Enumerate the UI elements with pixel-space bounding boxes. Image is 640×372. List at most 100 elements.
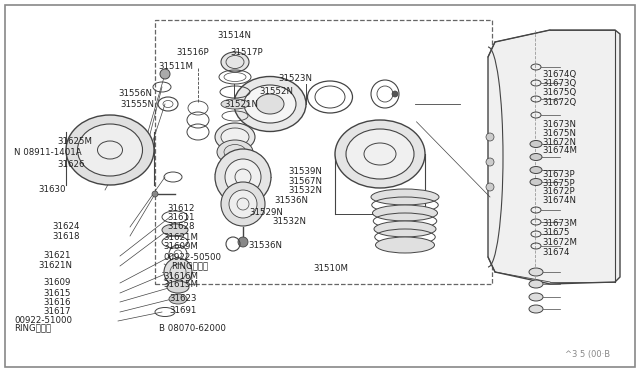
Ellipse shape [234, 77, 306, 131]
Text: 00922-50500: 00922-50500 [163, 253, 221, 262]
Ellipse shape [372, 205, 438, 221]
Text: 31617: 31617 [44, 307, 71, 316]
Ellipse shape [346, 129, 414, 179]
Text: 31675: 31675 [543, 228, 570, 237]
Ellipse shape [221, 52, 249, 72]
Text: 31672N: 31672N [543, 138, 577, 147]
Ellipse shape [371, 189, 439, 205]
Ellipse shape [530, 141, 542, 148]
Text: 31625M: 31625M [58, 137, 93, 146]
Text: 31672P: 31672P [543, 187, 575, 196]
Text: ^3 5 (00·B: ^3 5 (00·B [565, 350, 610, 359]
Text: 31521N: 31521N [224, 100, 258, 109]
Ellipse shape [529, 305, 543, 313]
Text: 31609: 31609 [44, 278, 71, 287]
Ellipse shape [256, 94, 284, 114]
Text: 31621M: 31621M [163, 233, 198, 242]
Ellipse shape [529, 268, 543, 276]
Text: 31673Q: 31673Q [543, 79, 577, 88]
Text: 31628: 31628 [168, 222, 195, 231]
Ellipse shape [376, 237, 435, 253]
Text: 31510M: 31510M [314, 264, 349, 273]
Text: 31623: 31623 [170, 294, 197, 303]
Circle shape [152, 191, 158, 197]
Text: 31556N: 31556N [118, 89, 152, 98]
Text: 31674Q: 31674Q [543, 70, 577, 79]
Text: 31514N: 31514N [218, 31, 252, 40]
Text: 31621N: 31621N [38, 262, 72, 270]
Bar [155, 20, 492, 284]
Circle shape [229, 190, 257, 218]
Circle shape [486, 158, 494, 166]
Text: 31615M: 31615M [163, 280, 198, 289]
Text: 31552N: 31552N [259, 87, 293, 96]
Text: 31674: 31674 [543, 248, 570, 257]
Text: 31672Q: 31672Q [543, 98, 577, 107]
Text: 31675P: 31675P [543, 179, 575, 187]
Circle shape [486, 183, 494, 191]
Circle shape [225, 159, 261, 195]
Text: 31516P: 31516P [176, 48, 209, 57]
Text: 31536N: 31536N [274, 196, 308, 205]
Text: 31672M: 31672M [543, 238, 578, 247]
Text: 31615: 31615 [44, 289, 71, 298]
Ellipse shape [530, 167, 542, 173]
Text: 31674M: 31674M [543, 146, 578, 155]
Ellipse shape [169, 294, 187, 304]
Text: 31612: 31612 [168, 204, 195, 213]
Circle shape [164, 258, 192, 286]
Ellipse shape [335, 120, 425, 188]
Text: 31675Q: 31675Q [543, 89, 577, 97]
Text: 31523N: 31523N [278, 74, 312, 83]
Ellipse shape [215, 123, 255, 151]
Circle shape [221, 182, 265, 226]
Text: 31539N: 31539N [288, 167, 322, 176]
Ellipse shape [529, 293, 543, 301]
Text: 31630: 31630 [38, 185, 66, 194]
Ellipse shape [217, 140, 253, 164]
Text: 31673M: 31673M [543, 219, 578, 228]
Ellipse shape [77, 124, 143, 176]
Text: 31626: 31626 [58, 160, 85, 169]
Text: 31555N: 31555N [120, 100, 154, 109]
Text: 31616: 31616 [44, 298, 71, 307]
Text: 31673N: 31673N [543, 120, 577, 129]
Text: B 08070-62000: B 08070-62000 [159, 324, 225, 333]
Ellipse shape [162, 224, 188, 236]
Text: 31567N: 31567N [288, 177, 322, 186]
Text: 31517P: 31517P [230, 48, 263, 57]
Ellipse shape [167, 281, 189, 293]
Ellipse shape [530, 154, 542, 160]
Text: N 08911-1401A: N 08911-1401A [14, 148, 82, 157]
Text: 31621: 31621 [44, 251, 71, 260]
Text: RINGリング: RINGリング [172, 262, 209, 270]
Ellipse shape [530, 179, 542, 186]
Polygon shape [488, 30, 620, 284]
Ellipse shape [374, 221, 436, 237]
Text: 31609M: 31609M [163, 242, 198, 251]
Text: 31532N: 31532N [272, 217, 306, 226]
Text: 31532N: 31532N [288, 186, 322, 195]
Ellipse shape [66, 115, 154, 185]
Text: 31536N: 31536N [248, 241, 282, 250]
Ellipse shape [221, 99, 249, 109]
Text: 31674N: 31674N [543, 196, 577, 205]
Text: 31691: 31691 [170, 306, 197, 315]
Text: 31611: 31611 [168, 213, 195, 222]
Circle shape [392, 91, 398, 97]
Text: 31511M: 31511M [159, 62, 194, 71]
Circle shape [238, 237, 248, 247]
Ellipse shape [244, 85, 296, 123]
Text: 31673P: 31673P [543, 170, 575, 179]
Text: 31624: 31624 [52, 222, 80, 231]
Text: 31616M: 31616M [163, 272, 198, 280]
Text: 31675N: 31675N [543, 129, 577, 138]
Text: RINGリング: RINGリング [14, 324, 51, 333]
Ellipse shape [221, 128, 249, 146]
Ellipse shape [529, 280, 543, 288]
Text: 31529N: 31529N [250, 208, 284, 217]
Text: 31618: 31618 [52, 232, 80, 241]
Circle shape [486, 133, 494, 141]
Text: 00922-51000: 00922-51000 [14, 316, 72, 325]
Circle shape [160, 69, 170, 79]
